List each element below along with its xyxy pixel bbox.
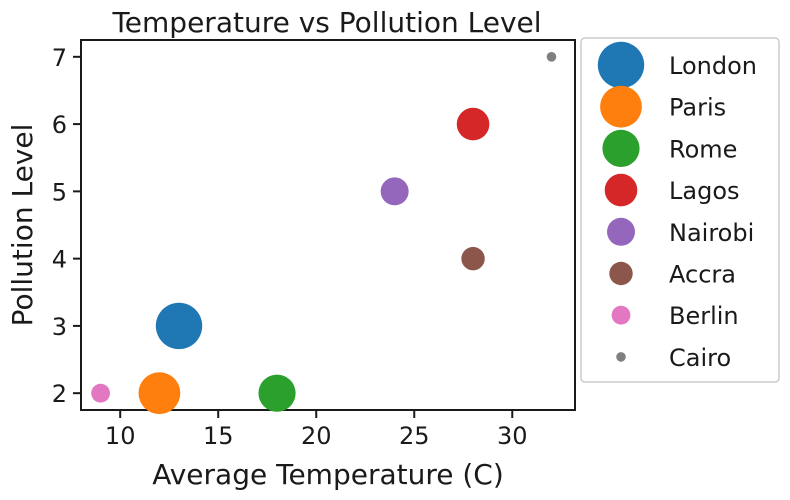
legend-marker-lagos xyxy=(604,173,638,207)
legend-label-cairo: Cairo xyxy=(669,344,731,372)
y-tick-label: 7 xyxy=(52,44,67,72)
data-points xyxy=(91,52,557,415)
y-axis: 2 3 4 5 6 7 xyxy=(52,44,81,408)
legend-label-london: London xyxy=(669,52,757,80)
legend-marker-nairobi xyxy=(607,217,635,246)
x-axis: 10 15 20 25 30 xyxy=(105,410,528,450)
legend-marker-accra xyxy=(609,261,633,286)
x-tick-label: 30 xyxy=(497,422,528,450)
legend-label-nairobi: Nairobi xyxy=(669,219,754,247)
x-tick-label: 10 xyxy=(105,422,136,450)
point-london xyxy=(155,302,203,350)
point-paris xyxy=(138,372,181,415)
y-tick-label: 6 xyxy=(52,111,67,139)
y-tick-label: 3 xyxy=(52,313,67,341)
y-tick-label: 2 xyxy=(52,380,67,408)
legend-label-lagos: Lagos xyxy=(669,177,740,205)
x-tick-label: 20 xyxy=(301,422,332,450)
legend-label-paris: Paris xyxy=(669,94,726,122)
legend-marker-cairo xyxy=(616,352,626,362)
legend-marker-paris xyxy=(600,85,642,128)
point-nairobi xyxy=(380,177,409,206)
legend-marker-london xyxy=(597,41,645,89)
y-axis-label: Pollution Level xyxy=(6,124,39,327)
y-tick-label: 5 xyxy=(52,178,67,206)
legend: London Paris Rome Lagos Nairobi Accra Berlin Ca… xyxy=(580,37,780,383)
chart-title: Temperature vs Pollution Level xyxy=(111,6,541,39)
legend-label-berlin: Berlin xyxy=(669,302,739,330)
y-tick-label: 4 xyxy=(52,246,67,274)
x-axis-label: Average Temperature (C) xyxy=(152,458,504,491)
legend-marker-rome xyxy=(602,129,640,167)
point-berlin xyxy=(91,383,111,403)
legend-label-accra: Accra xyxy=(669,261,736,289)
plot-area-frame xyxy=(80,39,576,411)
legend-label-rome: Rome xyxy=(669,135,737,163)
x-tick-label: 25 xyxy=(399,422,430,450)
point-rome xyxy=(258,374,296,412)
legend-marker-berlin xyxy=(611,305,631,325)
point-lagos xyxy=(456,107,490,141)
point-accra xyxy=(461,246,485,271)
point-cairo xyxy=(546,52,557,62)
x-tick-label: 15 xyxy=(203,422,234,450)
